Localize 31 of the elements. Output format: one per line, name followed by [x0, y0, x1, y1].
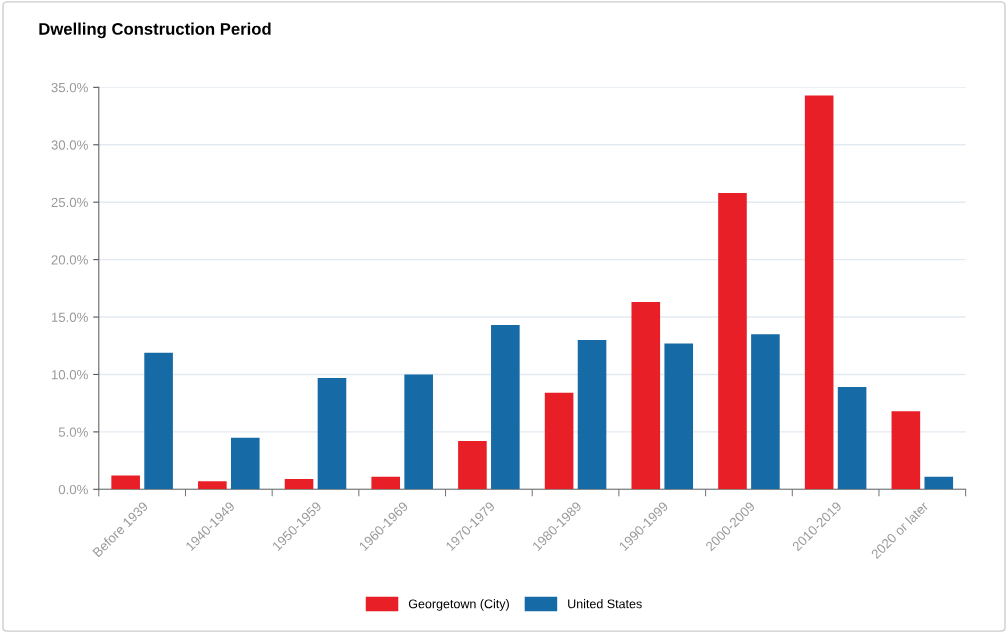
bar: [804, 95, 834, 490]
bar: [751, 334, 780, 490]
bar: [924, 476, 954, 490]
y-tick-label: 30.0%: [51, 140, 88, 150]
bar: [718, 193, 747, 490]
y-tick-label: 10.0%: [51, 370, 88, 380]
bar: [144, 352, 173, 490]
y-tick-label: 20.0%: [51, 255, 88, 265]
y-tick-label: 5.0%: [58, 427, 88, 437]
legend-label: Georgetown (City): [408, 599, 509, 611]
y-tick-label: 25.0%: [51, 197, 88, 208]
bar: [458, 441, 487, 490]
bar: [491, 325, 520, 490]
legend-label: United States: [568, 599, 642, 609]
bar: [837, 387, 867, 490]
bar: [111, 475, 140, 490]
bar: [664, 343, 694, 490]
bar: [198, 481, 227, 490]
y-tick-label: 15.0%: [51, 312, 88, 322]
chart-title: Dwelling Construction Period: [39, 22, 271, 39]
bar: [891, 411, 921, 490]
bar: [631, 302, 661, 490]
bar: [230, 437, 260, 490]
bar: [317, 377, 347, 490]
bar: [371, 476, 401, 490]
bar: [404, 374, 433, 490]
bar: [284, 478, 314, 490]
bar: [544, 392, 574, 490]
bar: [577, 340, 607, 490]
y-tick-label: 35.0%: [51, 82, 88, 93]
y-tick-label: 0.0%: [58, 484, 88, 495]
